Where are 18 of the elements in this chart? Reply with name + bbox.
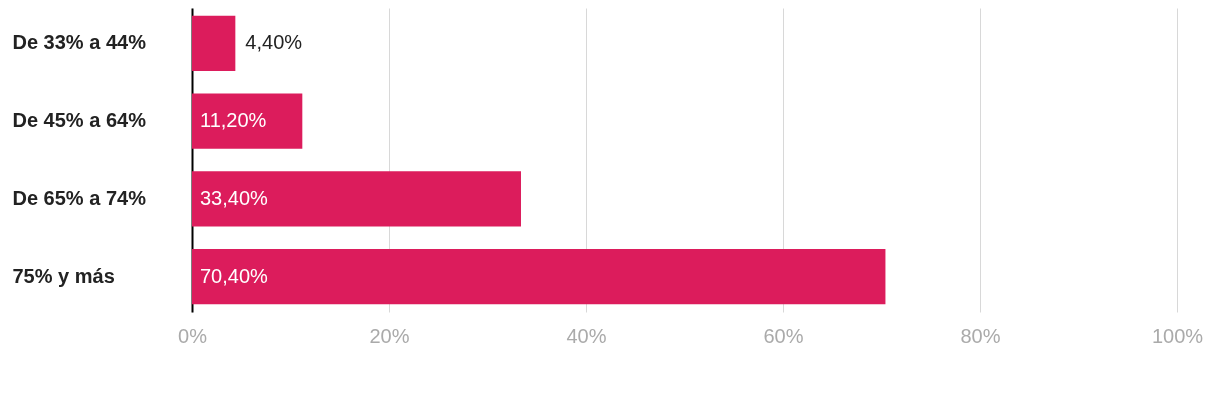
y-tick-label: De 33% a 44% xyxy=(12,31,147,54)
y-tick-label: De 65% a 74% xyxy=(12,186,147,209)
bar xyxy=(192,15,236,71)
bar xyxy=(192,171,521,227)
x-tick-label: 60% xyxy=(763,324,804,347)
data-label: 4,40% xyxy=(245,31,303,54)
x-tick-label: 80% xyxy=(960,324,1001,347)
data-label: 70,40% xyxy=(200,264,269,287)
data-label: 33,40% xyxy=(200,186,269,209)
bar xyxy=(192,93,303,149)
y-tick-label: De 45% a 64% xyxy=(12,109,147,132)
x-tick-label: 20% xyxy=(369,324,410,347)
data-label: 11,20% xyxy=(200,109,267,132)
x-tick-label: 100% xyxy=(1151,324,1204,347)
x-tick-label: 0% xyxy=(178,324,208,347)
y-tick-label: 75% y más xyxy=(12,264,115,287)
x-tick-label: 40% xyxy=(566,324,607,347)
bar xyxy=(192,249,886,305)
